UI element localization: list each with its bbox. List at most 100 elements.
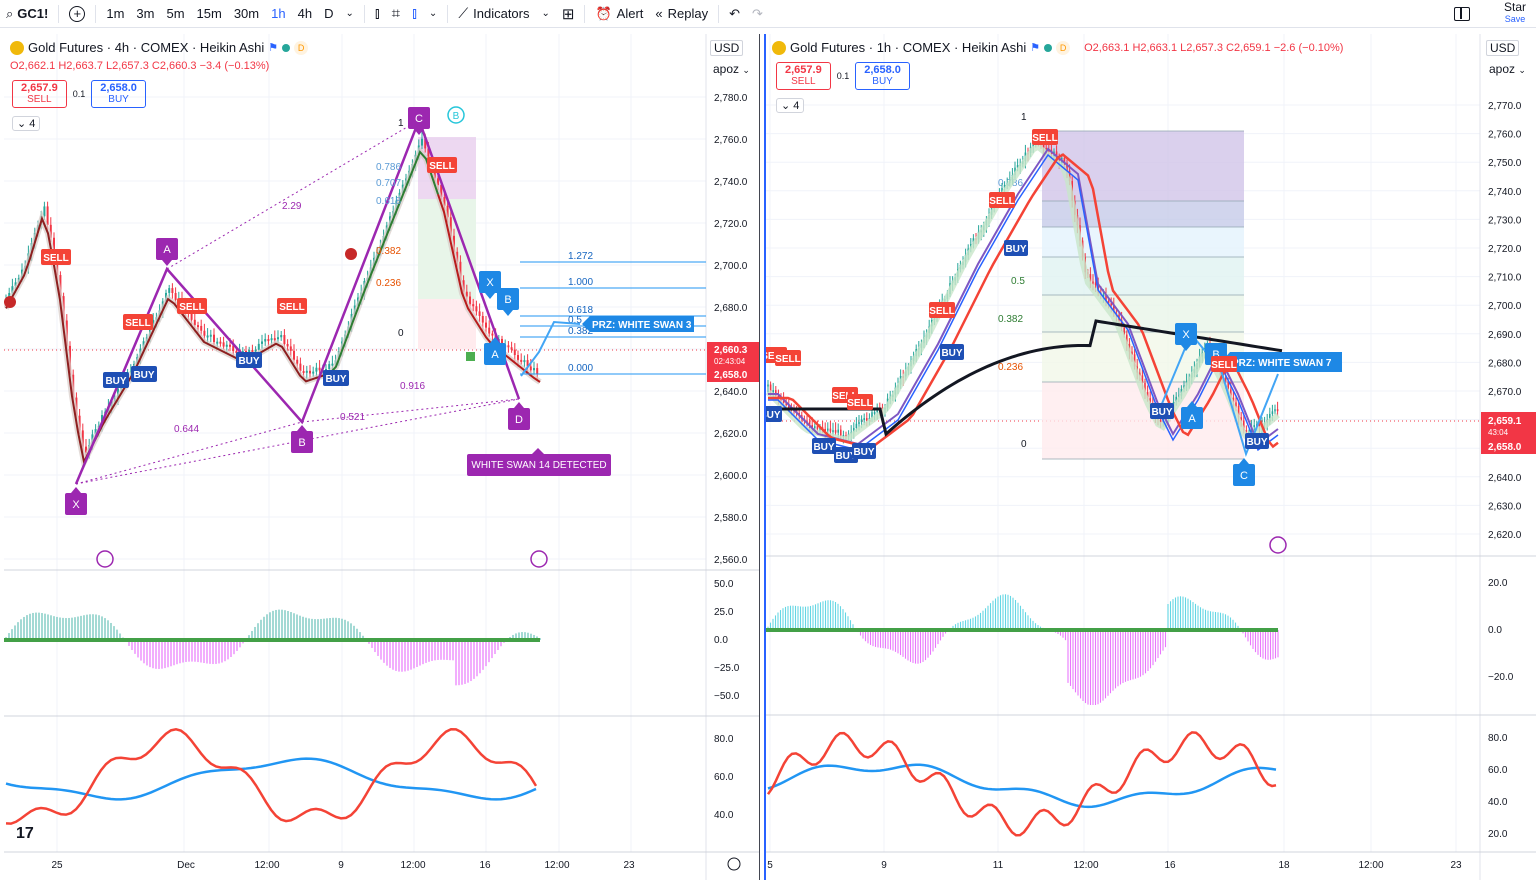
osc-tick: 25.0 [714,607,734,618]
candle [219,341,222,344]
candle [43,206,46,217]
chart-canvas-left[interactable]: 2,780.0 2,760.0 2,740.0 2,720.0 2,700.0 2,680… [4,34,760,880]
currency-button[interactable]: USD [710,40,744,56]
interval-dropdown[interactable]: ⌄ [339,0,359,28]
prz-tag-bg [582,316,694,332]
layout-button[interactable]: ⊞ [556,0,581,28]
candle [510,347,513,350]
sell-button[interactable]: 2,657.9 SELL [12,80,67,108]
detected-banner-pointer [532,448,544,454]
candle [456,251,459,262]
indicators-dropdown[interactable]: ⌄ [536,0,556,28]
candle [1141,375,1144,383]
undo-button[interactable]: ↶ [723,0,746,28]
candle [325,368,327,371]
pattern-point-a: A [1188,413,1196,425]
inner-fib-label: 0 [398,328,404,339]
redo-button[interactable]: ↷ [746,0,769,28]
interval-1m[interactable]: 1m [106,6,125,21]
candle [222,342,225,347]
candle [277,337,279,340]
indicators-label: Indicators [473,6,530,21]
candle [1230,389,1232,398]
divider [584,4,586,23]
scale-mode-button[interactable]: apoz ⌄ [1486,62,1529,76]
chart-pane-right[interactable]: 2,770.0 2,760.0 2,750.0 2,740.0 2,730.0 2,720… [764,34,1536,880]
delayed-badge: D [1056,40,1071,55]
candle [264,339,267,342]
symbol-search[interactable]: ⌕ GC1! [0,0,54,28]
osc-tick: −50.0 [714,691,740,702]
replay-button[interactable]: « Replay [649,0,714,28]
interval-30m[interactable]: 30m [233,6,260,21]
price-tick: 2,560.0 [714,555,748,566]
chart-type-dropdown[interactable]: ⌄ [423,0,443,28]
b-circle-marker [447,106,465,124]
chevron-down-icon: ⌄ [345,8,354,19]
chart-canvas-right[interactable]: 2,770.0 2,760.0 2,750.0 2,740.0 2,730.0 2,720… [766,34,1536,880]
alert-button[interactable]: ⏰ Alert [589,0,649,28]
rsi-line-blue [5,757,537,801]
save-button[interactable]: Star Save [1504,1,1526,25]
plus-circle-icon: + [69,5,86,22]
buy-button[interactable]: 2,658.0 BUY [91,80,146,108]
candle [1253,425,1255,428]
candle [216,341,219,344]
candle [827,428,829,431]
currency-button[interactable]: USD [1486,40,1520,56]
candle [478,311,481,316]
interval-1h[interactable]: 1h [271,6,286,21]
candle [94,429,97,435]
candle [1003,184,1006,189]
fib-level-label: 0.382 [568,326,593,337]
candle [1055,151,1058,158]
layout-toggle-button[interactable] [1448,0,1476,28]
scale-mode-button[interactable]: apoz ⌄ [710,62,753,76]
compare-button[interactable]: ⌗ [386,0,406,28]
buy-button[interactable]: 2,658.0 BUY [855,62,910,90]
collapse-indicators-button[interactable]: ⌄ 4 [12,116,41,131]
settings-gear-icon [727,857,741,871]
candle [283,335,286,344]
divider [363,4,365,23]
redo-icon: ↷ [752,5,763,21]
indicators-icon: ⟋ [458,5,469,21]
rsi-tick: 20.0 [1488,829,1508,840]
b-circle-label: B [453,111,460,122]
candle [459,261,462,281]
fib-zone-4 [1042,295,1244,332]
collapse-indicators-button[interactable]: ⌄ 4 [776,98,805,113]
chevron-down-icon: ⌄ [541,8,550,19]
interval-d[interactable]: D [324,6,334,21]
candle [424,138,427,149]
interval-4h[interactable]: 4h [297,6,313,21]
candle [1120,319,1123,328]
delayed-badge: D [294,40,309,55]
sell-button[interactable]: 2,657.9 SELL [776,62,831,90]
osc-tick: 0.0 [714,635,728,646]
time-tick: 12:00 [1358,860,1383,871]
add-symbol-button[interactable]: + [63,0,91,28]
osc-tick: 50.0 [714,579,734,590]
candle [286,343,289,347]
price-tick: 2,620.0 [714,429,748,440]
candle [860,419,863,423]
candles-button[interactable]: ⫾ [369,0,386,28]
pattern-point-d: D [515,414,523,426]
candle [533,368,535,371]
chart-pane-left[interactable]: 2,780.0 2,760.0 2,740.0 2,720.0 2,700.0 2,680… [4,34,760,880]
candle [1274,409,1276,412]
rsi-tick: 60.0 [1488,765,1508,776]
interval-3m[interactable]: 3m [136,6,155,21]
rsi-line-blue [767,763,1277,809]
chart-type-button[interactable]: ⫾ [406,0,423,28]
chart-title: Gold Futures · 1h · COMEX · Heikin Ashi [790,40,1027,55]
interval-5m[interactable]: 5m [166,6,185,21]
candle [229,344,231,347]
interval-15m[interactable]: 15m [196,6,222,21]
indicators-button[interactable]: ⟋ Indicators [452,0,535,28]
candle [421,138,423,146]
candle [11,286,14,294]
time-tick: 12:00 [544,860,569,871]
pattern-point-c: C [1240,470,1248,482]
